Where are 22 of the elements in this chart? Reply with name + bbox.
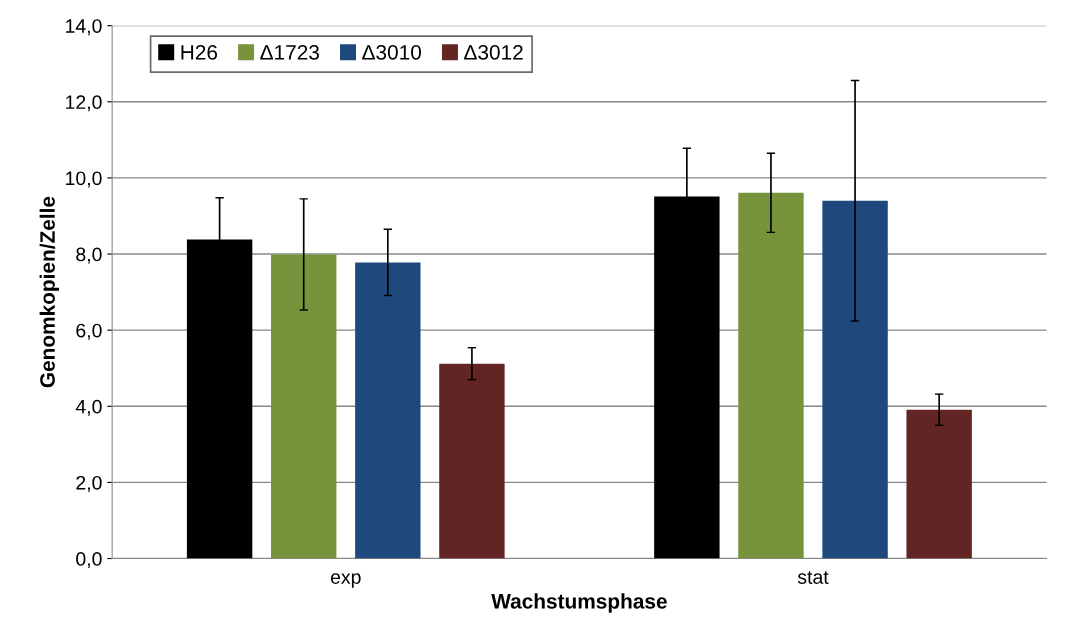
- bar: [906, 409, 972, 559]
- x-tick-label: stat: [797, 571, 829, 584]
- y-tick-label: 8,0: [76, 247, 102, 264]
- y-tick-label: 2,0: [76, 475, 102, 492]
- legend-label: Δ1723: [260, 44, 319, 60]
- bar: [439, 363, 505, 559]
- x-axis-title: Wachstumsphase: [491, 593, 667, 613]
- legend-label: Δ3010: [362, 44, 422, 60]
- y-tick-label: 10,0: [66, 171, 102, 188]
- y-tick-label: 12,0: [66, 95, 102, 112]
- y-tick-label: 0,0: [76, 552, 102, 569]
- x-tick-label: exp: [330, 573, 361, 588]
- bar: [738, 192, 804, 559]
- bar: [355, 262, 421, 559]
- y-tick-label: 4,0: [75, 399, 102, 416]
- bar: [822, 200, 888, 559]
- y-tick-label: 6,0: [76, 323, 102, 340]
- legend-label: H26: [181, 44, 218, 60]
- y-tick-label: 14,0: [66, 19, 102, 36]
- y-axis-title: Genomkopien/Zelle: [39, 196, 60, 388]
- legend-label: Δ3012: [464, 44, 523, 60]
- bar: [271, 254, 337, 559]
